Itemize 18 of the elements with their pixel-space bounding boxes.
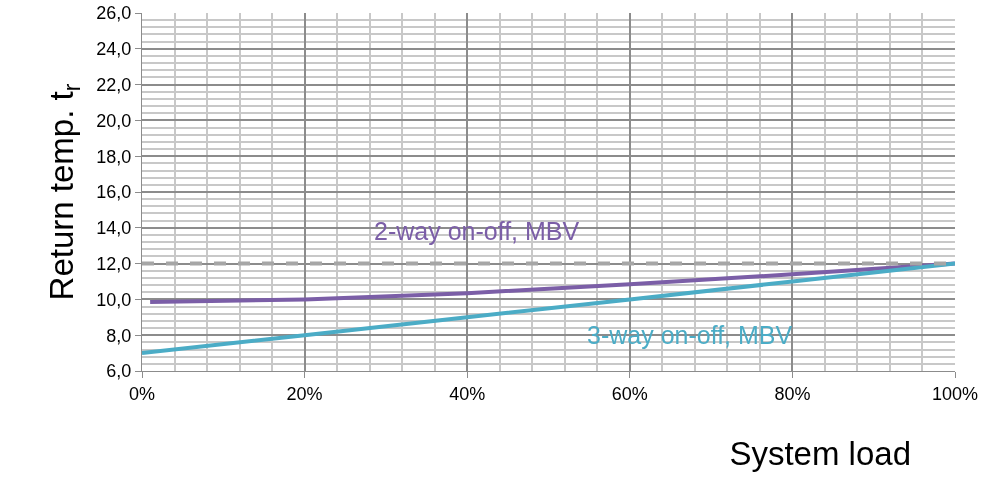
x-tick-label: 80% xyxy=(774,383,811,404)
y-tick-label: 6,0 xyxy=(106,361,132,382)
y-tick-label: 18,0 xyxy=(96,146,132,167)
x-tick-label: 100% xyxy=(931,383,979,404)
y-tick-label: 20,0 xyxy=(96,110,132,131)
y-tick-label: 14,0 xyxy=(96,218,132,239)
x-tick-label: 60% xyxy=(611,383,648,404)
y-tick-label: 16,0 xyxy=(96,182,132,203)
y-tick-label: 8,0 xyxy=(106,325,132,346)
x-tick-label: 0% xyxy=(128,383,156,404)
x-axis-title: System load xyxy=(729,435,911,472)
x-tick-label: 40% xyxy=(449,383,486,404)
y-tick-label: 10,0 xyxy=(96,289,132,310)
x-tick-label: 20% xyxy=(286,383,323,404)
y-tick-label: 22,0 xyxy=(96,74,132,95)
y-tick-label: 12,0 xyxy=(96,253,132,274)
y-tick-label: 24,0 xyxy=(96,39,132,60)
y-tick-label: 26,0 xyxy=(96,3,132,24)
